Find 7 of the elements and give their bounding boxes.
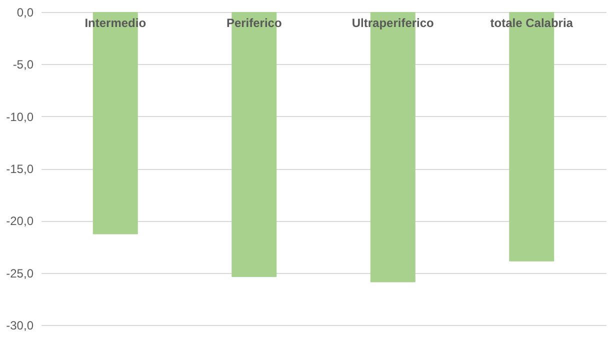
y-tick-label: -15,0 <box>6 162 34 176</box>
y-tick-label: -5,0 <box>12 58 34 72</box>
y-tick-label: -25,0 <box>6 266 34 280</box>
y-tick-label: -30,0 <box>6 318 34 332</box>
y-tick-label: -20,0 <box>6 214 34 228</box>
y-tick-label: -10,0 <box>6 110 34 124</box>
y-tick-label: 0,0 <box>16 6 34 20</box>
